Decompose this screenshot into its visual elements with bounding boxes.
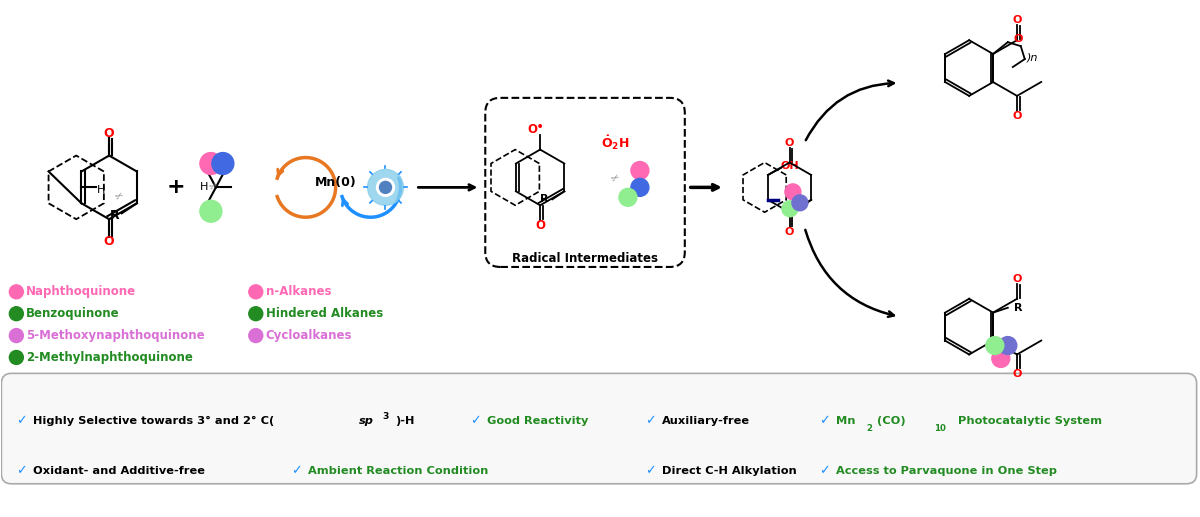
FancyBboxPatch shape bbox=[1, 373, 1196, 484]
Text: Ambient Reaction Condition: Ambient Reaction Condition bbox=[307, 466, 488, 476]
Text: O: O bbox=[1013, 16, 1021, 25]
Circle shape bbox=[792, 195, 808, 211]
Text: sp: sp bbox=[359, 416, 373, 426]
Text: O: O bbox=[104, 127, 114, 140]
Circle shape bbox=[10, 351, 23, 364]
Circle shape bbox=[782, 201, 798, 217]
Text: O: O bbox=[1013, 274, 1021, 284]
Text: Direct C-H Alkylation: Direct C-H Alkylation bbox=[662, 466, 797, 476]
Text: O: O bbox=[1013, 111, 1021, 121]
Circle shape bbox=[785, 184, 800, 200]
Circle shape bbox=[986, 337, 1004, 355]
Text: 10: 10 bbox=[935, 423, 946, 433]
Text: ✓: ✓ bbox=[17, 464, 26, 477]
Text: )-H: )-H bbox=[396, 416, 415, 426]
Text: Highly Selective towards 3° and 2° C(: Highly Selective towards 3° and 2° C( bbox=[34, 416, 275, 426]
Text: Hindered Alkanes: Hindered Alkanes bbox=[265, 307, 383, 320]
Text: ✓: ✓ bbox=[644, 415, 655, 428]
Circle shape bbox=[248, 285, 263, 299]
Text: OH: OH bbox=[780, 161, 799, 171]
Text: H: H bbox=[97, 186, 106, 195]
Text: O: O bbox=[785, 138, 794, 148]
Circle shape bbox=[379, 181, 391, 193]
Text: Mn: Mn bbox=[836, 416, 856, 426]
Text: R: R bbox=[1014, 303, 1022, 313]
Circle shape bbox=[992, 349, 1010, 368]
Text: O: O bbox=[104, 235, 114, 248]
Circle shape bbox=[631, 161, 649, 179]
Text: O: O bbox=[1013, 369, 1021, 379]
Text: H: H bbox=[199, 183, 208, 192]
Text: Naphthoquinone: Naphthoquinone bbox=[26, 285, 137, 298]
Circle shape bbox=[998, 337, 1016, 355]
Circle shape bbox=[10, 329, 23, 343]
Text: (CO): (CO) bbox=[877, 416, 906, 426]
Text: ✓: ✓ bbox=[820, 464, 830, 477]
Text: Oxidant- and Additive-free: Oxidant- and Additive-free bbox=[34, 466, 205, 476]
Text: ✂: ✂ bbox=[608, 171, 620, 184]
Text: O: O bbox=[785, 227, 794, 237]
Text: •: • bbox=[536, 120, 545, 134]
Text: )n: )n bbox=[1027, 52, 1038, 62]
Text: +: + bbox=[167, 177, 185, 197]
Text: Auxiliary-free: Auxiliary-free bbox=[662, 416, 750, 426]
Circle shape bbox=[10, 307, 23, 321]
Text: ✓: ✓ bbox=[820, 415, 830, 428]
Circle shape bbox=[377, 178, 395, 196]
Text: O: O bbox=[527, 123, 538, 136]
Text: Mn(0): Mn(0) bbox=[314, 176, 356, 189]
Text: Radical Intermediates: Radical Intermediates bbox=[512, 252, 658, 266]
Text: O: O bbox=[535, 219, 545, 232]
Text: ✓: ✓ bbox=[644, 464, 655, 477]
Text: R: R bbox=[788, 205, 798, 215]
Text: ✂: ✂ bbox=[113, 189, 125, 202]
Circle shape bbox=[248, 307, 263, 321]
Text: R: R bbox=[110, 209, 120, 222]
Text: 5-Methoxynaphthoquinone: 5-Methoxynaphthoquinone bbox=[26, 329, 205, 342]
Circle shape bbox=[200, 153, 222, 174]
Text: Benzoquinone: Benzoquinone bbox=[26, 307, 120, 320]
Text: 3: 3 bbox=[383, 412, 389, 421]
Circle shape bbox=[619, 188, 637, 206]
Text: 2-Methylnaphthoquinone: 2-Methylnaphthoquinone bbox=[26, 351, 193, 364]
Circle shape bbox=[212, 153, 234, 174]
Text: Good Reactivity: Good Reactivity bbox=[487, 416, 589, 426]
Text: ✓: ✓ bbox=[290, 464, 301, 477]
Circle shape bbox=[248, 329, 263, 343]
Text: ✂: ✂ bbox=[206, 179, 218, 192]
Text: n-Alkanes: n-Alkanes bbox=[265, 285, 331, 298]
Text: Cycloalkanes: Cycloalkanes bbox=[265, 329, 353, 342]
Text: $\mathbf{\dot{O}_2H}$: $\mathbf{\dot{O}_2H}$ bbox=[601, 133, 629, 151]
Circle shape bbox=[367, 170, 403, 205]
Text: Photocatalytic System: Photocatalytic System bbox=[954, 416, 1102, 426]
Text: Access to Parvaquone in One Step: Access to Parvaquone in One Step bbox=[836, 466, 1057, 476]
Text: 2: 2 bbox=[866, 423, 872, 433]
Text: ✓: ✓ bbox=[17, 415, 26, 428]
Circle shape bbox=[200, 200, 222, 222]
Text: R: R bbox=[540, 194, 548, 204]
Text: ✓: ✓ bbox=[470, 415, 481, 428]
Text: O: O bbox=[1013, 34, 1022, 44]
Circle shape bbox=[631, 178, 649, 196]
Circle shape bbox=[10, 285, 23, 299]
